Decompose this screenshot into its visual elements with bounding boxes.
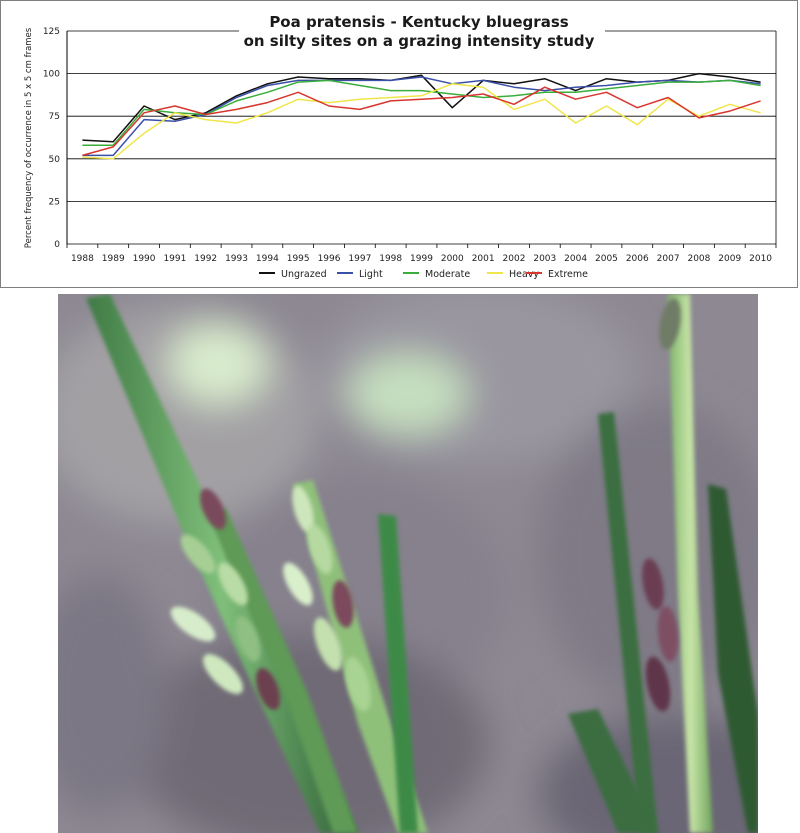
x-tick-label-1999: 1999 <box>410 254 433 264</box>
y-tick-label-0: 0 <box>54 240 60 250</box>
axes <box>66 31 777 248</box>
series-line-extreme <box>82 86 761 157</box>
x-tick-label-2008: 2008 <box>687 254 710 264</box>
y-tick-labels: 0 25 50 75 100 125 <box>43 27 60 250</box>
x-tick-label-2010: 2010 <box>749 254 772 264</box>
legend: Ungrazed Light Moderate Heavy Extreme <box>259 269 588 280</box>
title-background <box>239 9 605 51</box>
x-tick-label-1996: 1996 <box>318 254 341 264</box>
x-tick-label-2000: 2000 <box>441 254 464 264</box>
grid-lines <box>67 30 776 245</box>
x-tick-label-2003: 2003 <box>533 254 556 264</box>
chart-panel: Poa pratensis - Kentucky bluegrass on si… <box>0 0 798 288</box>
x-tick-label-2009: 2009 <box>718 254 741 264</box>
x-tick-label-1989: 1989 <box>102 254 125 264</box>
x-tick-label-2004: 2004 <box>564 254 587 264</box>
grass-seedhead-photo <box>58 294 758 833</box>
series-line-moderate <box>82 79 761 146</box>
y-tick-label-125: 125 <box>43 27 60 37</box>
y-axis-label: Percent frequency of occurrence in 5 x 5… <box>24 27 34 248</box>
series-line-heavy <box>82 83 761 160</box>
x-tick-label-1988: 1988 <box>71 254 94 264</box>
legend-label-light: Light <box>359 269 383 280</box>
y-tick-label-75: 75 <box>49 112 60 122</box>
x-tick-label-2001: 2001 <box>472 254 495 264</box>
x-tick-label-1998: 1998 <box>379 254 402 264</box>
legend-label-moderate: Moderate <box>425 269 470 280</box>
y-tick-label-50: 50 <box>49 155 61 165</box>
y-tick-label-25: 25 <box>49 197 60 207</box>
series-lines <box>82 72 761 160</box>
legend-label-extreme: Extreme <box>548 269 588 280</box>
chart-subtitle: on silty sites on a grazing intensity st… <box>244 32 595 50</box>
y-tick-label-100: 100 <box>43 70 60 80</box>
x-tick-label-2006: 2006 <box>626 254 649 264</box>
x-tick-label-1997: 1997 <box>348 254 371 264</box>
x-tick-labels: 1988 1989 1990 1991 1992 1993 1994 1995 1996 1997… <box>71 254 772 264</box>
x-tick-label-2002: 2002 <box>503 254 526 264</box>
x-tick-label-1990: 1990 <box>133 254 156 264</box>
x-tick-label-1991: 1991 <box>163 254 186 264</box>
x-tick-label-1994: 1994 <box>256 254 279 264</box>
chart-title: Poa pratensis - Kentucky bluegrass <box>269 13 568 31</box>
legend-label-heavy: Heavy <box>509 269 539 280</box>
x-tick-label-2007: 2007 <box>657 254 680 264</box>
line-chart: Poa pratensis - Kentucky bluegrass on si… <box>24 9 777 280</box>
x-tick-label-2005: 2005 <box>595 254 618 264</box>
x-tick-label-1992: 1992 <box>194 254 217 264</box>
x-tick-label-1993: 1993 <box>225 254 248 264</box>
photo-illustration <box>58 294 758 833</box>
legend-label-ungrazed: Ungrazed <box>281 269 327 280</box>
x-tick-label-1995: 1995 <box>287 254 310 264</box>
